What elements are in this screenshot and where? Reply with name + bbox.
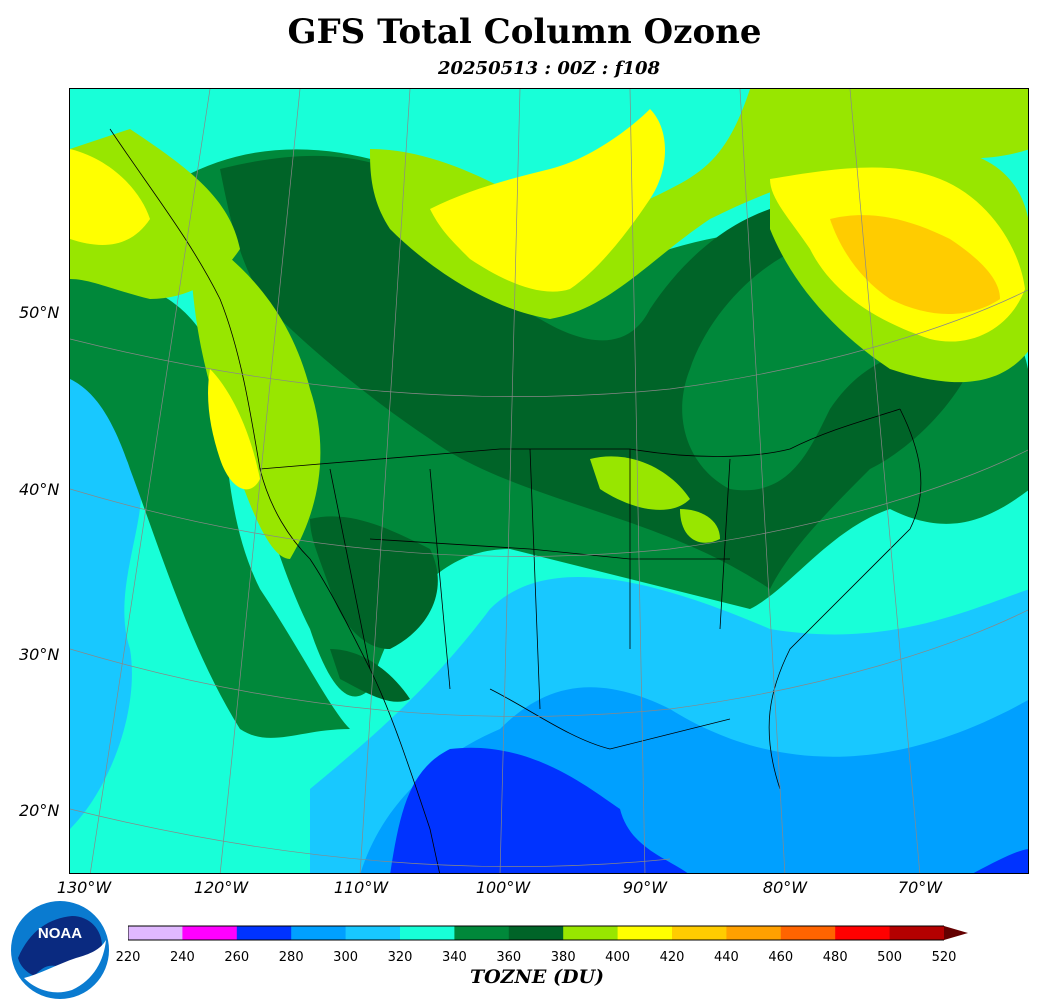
lon-label-80: 80°W [762,878,808,897]
noaa-logo: NOAA [11,901,109,999]
lat-label-20: 20°N [19,801,60,820]
lon-label-90: 90°W [622,878,668,897]
colorbar-segment [672,926,727,940]
colorbar-tick: 420 [659,950,685,965]
colorbar-segment [400,926,455,940]
ozone-map [69,88,1029,874]
colorbar-extend-arrow [944,926,968,940]
colorbar-segment [345,926,401,940]
lat-label-30: 30°N [19,645,60,664]
colorbar-segment [508,926,564,940]
lon-label-130: 130°W [56,878,112,897]
map-title: GFS Total Column Ozone [287,12,762,52]
colorbar-tick: 380 [550,950,576,965]
colorbar-tick: 280 [278,950,304,965]
colorbar [128,925,968,941]
colorbar-segment [889,926,945,940]
lat-label-50: 50°N [19,303,60,322]
colorbar-tick: 500 [877,950,903,965]
colorbar-tick: 520 [931,950,957,965]
colorbar-segment [780,926,836,940]
colorbar-label: TOZNE (DU) [469,966,605,988]
colorbar-segment [182,926,238,940]
colorbar-tick: 460 [768,950,794,965]
colorbar-segment [835,926,891,940]
lon-label-70: 70°W [897,878,943,897]
colorbar-tick: 260 [224,950,250,965]
map-subtitle: 20250513 : 00Z : f108 [437,58,661,79]
lon-label-120: 120°W [193,878,249,897]
colorbar-tick: 340 [441,950,467,965]
colorbar-segment [726,926,782,940]
colorbar-segment [128,926,183,940]
colorbar-segment [291,926,347,940]
ozone-field [70,89,1028,873]
lon-label-110: 110°W [333,878,389,897]
colorbar-tick: 480 [822,950,848,965]
colorbar-segment [563,926,619,940]
colorbar-tick: 240 [169,950,195,965]
lat-label-40: 40°N [19,480,60,499]
colorbar-tick: 400 [605,950,631,965]
colorbar-tick: 300 [333,950,359,965]
colorbar-segment [454,926,510,940]
noaa-logo-text: NOAA [38,925,82,942]
colorbar-segment [236,926,292,940]
colorbar-tick: 320 [387,950,413,965]
colorbar-tick: 440 [713,950,739,965]
lon-label-100: 100°W [475,878,531,897]
colorbar-segment [617,926,673,940]
colorbar-tick: 220 [115,950,141,965]
colorbar-tick: 360 [496,950,522,965]
